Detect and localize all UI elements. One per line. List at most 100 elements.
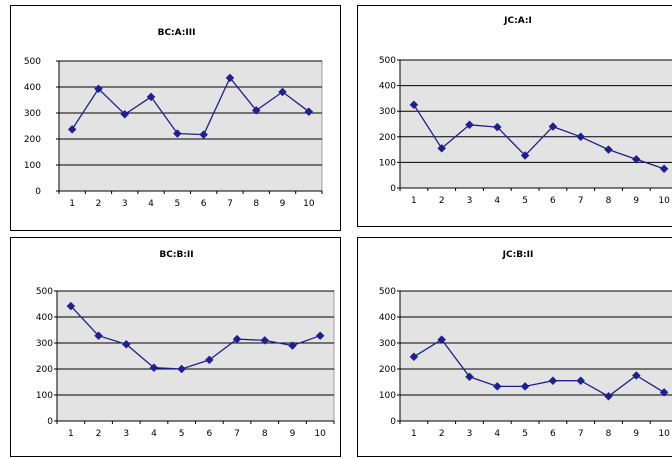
y-tick-label: 500 — [379, 287, 396, 297]
data-point — [437, 143, 447, 153]
data-point — [260, 336, 270, 345]
data-point — [225, 73, 235, 83]
y-tick-label: 200 — [24, 135, 41, 145]
x-tick-label: 7 — [227, 199, 233, 209]
data-point — [67, 125, 77, 134]
data-point — [492, 122, 502, 132]
data-point — [409, 100, 419, 110]
data-point — [576, 376, 586, 386]
series-line — [70, 305, 321, 370]
x-tick-label: 7 — [234, 429, 240, 439]
plot-area — [399, 290, 672, 422]
x-tick-label: 9 — [633, 429, 639, 439]
x-tick-label: 8 — [262, 429, 268, 439]
x-tick-label: 1 — [69, 199, 75, 209]
y-tick-label: 300 — [379, 339, 396, 349]
x-tick-label: 6 — [550, 196, 556, 206]
y-tick-label: 500 — [379, 56, 396, 66]
data-point — [659, 164, 669, 174]
y-tick-label: 200 — [36, 365, 53, 375]
data-point — [251, 106, 261, 115]
x-tick-label: 6 — [206, 429, 212, 439]
data-point — [304, 107, 314, 117]
x-tick-label: 3 — [467, 429, 473, 439]
data-point — [604, 391, 613, 401]
series-line — [413, 104, 665, 170]
x-tick-label: 10 — [658, 429, 670, 439]
y-tick-label: 300 — [379, 107, 396, 117]
y-tick-label: 200 — [379, 365, 396, 375]
y-tick-label: 200 — [379, 133, 396, 143]
data-point — [146, 92, 156, 102]
data-point — [149, 363, 159, 373]
data-point — [278, 87, 287, 97]
data-point — [94, 84, 103, 94]
y-tick-label: 300 — [36, 339, 53, 349]
chart-jc-b-ii-svg: JC:B:II 0 100 200 300 400 500 1 2 3 4 5 6 7 8 9 10 — [379, 250, 672, 439]
plot-area — [399, 59, 672, 189]
data-point — [520, 382, 530, 391]
x-tick-label: 3 — [467, 196, 473, 206]
chart-title: JC:A:I — [503, 16, 532, 26]
x-tick-label: 10 — [658, 196, 670, 206]
x-tick-label: 1 — [411, 196, 417, 206]
data-point — [204, 355, 214, 365]
x-tick-label: 2 — [439, 196, 445, 206]
y-tick-label: 400 — [36, 313, 53, 323]
x-tick-label: 10 — [314, 429, 326, 439]
y-tick-label: 100 — [24, 161, 41, 171]
y-tick-label: 100 — [36, 391, 53, 401]
y-tick-label: 100 — [379, 391, 396, 401]
chart-bc-b-ii-svg: BC:B:II 0 100 200 300 400 500 1 2 3 4 5 6 7 8 9 10 — [36, 250, 335, 439]
data-point — [172, 129, 182, 138]
x-tick-label: 6 — [550, 429, 556, 439]
x-tick-label: 4 — [151, 429, 157, 439]
data-point — [631, 371, 641, 380]
x-tick-label: 5 — [522, 196, 528, 206]
x-tick-label: 3 — [122, 199, 128, 209]
chart-title: JC:B:II — [502, 250, 534, 260]
x-tick-label: 9 — [290, 429, 296, 439]
data-point — [548, 376, 558, 386]
y-tick-label: 300 — [24, 109, 41, 119]
data-point — [437, 335, 447, 344]
x-tick-label: 3 — [123, 429, 129, 439]
chart-bc-b-ii: BC:B:II 0 100 200 300 400 500 1 2 3 4 5 6 7 8 9 10 — [10, 237, 341, 457]
x-tick-label: 6 — [201, 199, 207, 209]
chart-bc-a-iii-svg: BC:A:III 0 100 200 300 400 500 1 2 3 4 5 6 7 8 9 10 — [24, 28, 323, 209]
x-tick-label: 8 — [253, 199, 259, 209]
x-tick-label: 5 — [174, 199, 180, 209]
y-tick-label: 400 — [379, 313, 396, 323]
data-point — [177, 364, 187, 374]
data-point — [465, 372, 474, 382]
data-point — [520, 151, 530, 160]
x-tick-label: 2 — [96, 429, 102, 439]
y-tick-label: 0 — [35, 187, 41, 197]
y-tick-label: 0 — [47, 417, 53, 427]
y-tick-label: 0 — [390, 417, 396, 427]
y-tick-label: 400 — [24, 83, 41, 93]
data-point — [315, 331, 325, 341]
x-tick-label: 1 — [68, 429, 74, 439]
data-point — [232, 334, 242, 344]
chart-bc-a-iii: BC:A:III 0 100 200 300 400 500 1 2 3 4 5 6 7 8 9 10 — [10, 5, 341, 231]
x-tick-label: 4 — [148, 199, 154, 209]
x-tick-label: 7 — [578, 196, 584, 206]
y-tick-label: 100 — [379, 158, 396, 168]
x-tick-label: 5 — [522, 429, 528, 439]
x-tick-label: 8 — [606, 196, 612, 206]
series-line — [71, 76, 310, 136]
y-tick-label: 0 — [390, 184, 396, 194]
series-line — [413, 338, 665, 398]
data-point — [659, 388, 669, 397]
x-tick-label: 9 — [633, 196, 639, 206]
x-tick-label: 2 — [439, 429, 445, 439]
chart-jc-a-i: JC:A:I 0 100 200 300 400 500 1 2 3 4 5 6 7 8 9 10 — [357, 5, 672, 227]
chart-jc-b-ii: JC:B:II 0 100 200 300 400 500 1 2 3 4 5 6 7 8 9 10 — [357, 237, 672, 457]
data-point — [576, 132, 586, 142]
data-point — [120, 109, 130, 119]
x-tick-label: 1 — [411, 429, 417, 439]
data-point — [121, 339, 131, 349]
plot-area — [58, 60, 323, 192]
x-tick-label: 4 — [494, 429, 500, 439]
